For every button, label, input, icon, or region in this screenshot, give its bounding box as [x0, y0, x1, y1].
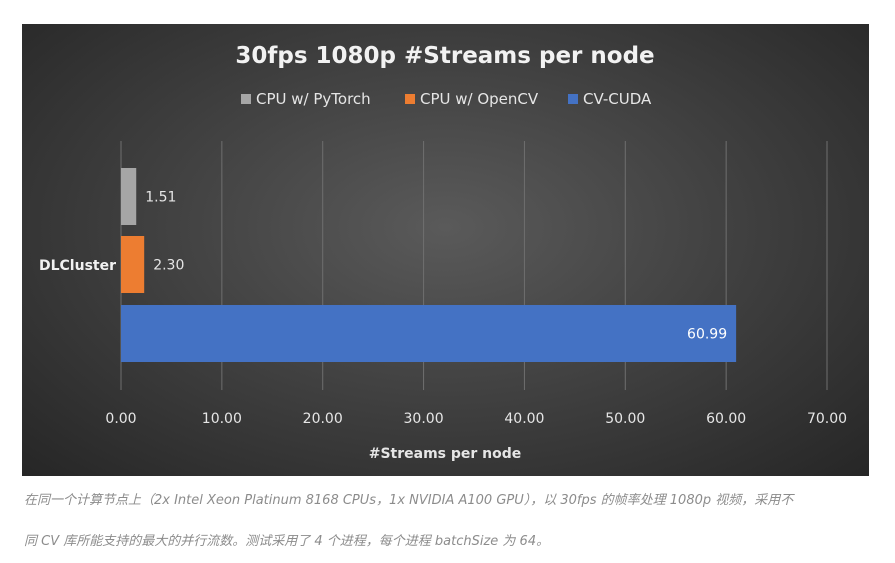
data-label: 1.51: [145, 190, 176, 206]
legend-swatch: [405, 94, 415, 104]
figure-caption-line-1: 在同一个计算节点上（2x Intel Xeon Platinum 8168 CP…: [24, 493, 794, 508]
data-label: 60.99: [687, 327, 727, 343]
x-axis-tick-labels: 0.00 10.00 20.00 30.00 40.00 50.00 60.00 70.00: [105, 411, 847, 427]
legend-item: CV-CUDA: [568, 90, 652, 108]
bar: [121, 236, 145, 293]
figure-caption-line-2: 同 CV 库所能支持的最大的并行流数。测试采用了 4 个进程，每个进程 batc…: [24, 534, 550, 549]
chart-panel: 30fps 1080p #Streams per node CPU w/ PyT…: [22, 24, 869, 476]
x-tick-label: 20.00: [303, 411, 343, 427]
data-labels: 1.51 2.30 60.99: [145, 190, 727, 343]
legend: CPU w/ PyTorch CPU w/ OpenCV CV-CUDA: [241, 90, 652, 108]
bar: [121, 168, 137, 225]
x-tick-label: 70.00: [807, 411, 847, 427]
data-label: 2.30: [153, 258, 184, 274]
legend-swatch: [241, 94, 251, 104]
x-tick-label: 40.00: [504, 411, 544, 427]
legend-label: CPU w/ OpenCV: [420, 90, 539, 108]
x-tick-label: 10.00: [202, 411, 242, 427]
y-category-label: DLCluster: [39, 258, 116, 274]
bar: [121, 305, 737, 362]
gridlines: [120, 141, 828, 390]
x-axis-label: #Streams per node: [369, 446, 522, 462]
x-tick-label: 50.00: [605, 411, 645, 427]
legend-item: CPU w/ OpenCV: [405, 90, 539, 108]
chart-title: 30fps 1080p #Streams per node: [235, 43, 654, 69]
x-tick-label: 60.00: [706, 411, 746, 427]
x-tick-label: 30.00: [404, 411, 444, 427]
bars: [121, 168, 737, 362]
bar-chart: 30fps 1080p #Streams per node CPU w/ PyT…: [39, 43, 847, 462]
legend-item: CPU w/ PyTorch: [241, 90, 371, 108]
y-axis-category-labels: DLCluster: [39, 258, 116, 274]
legend-label: CPU w/ PyTorch: [256, 90, 371, 108]
x-tick-label: 0.00: [105, 411, 136, 427]
legend-swatch: [568, 94, 578, 104]
legend-label: CV-CUDA: [583, 90, 652, 108]
